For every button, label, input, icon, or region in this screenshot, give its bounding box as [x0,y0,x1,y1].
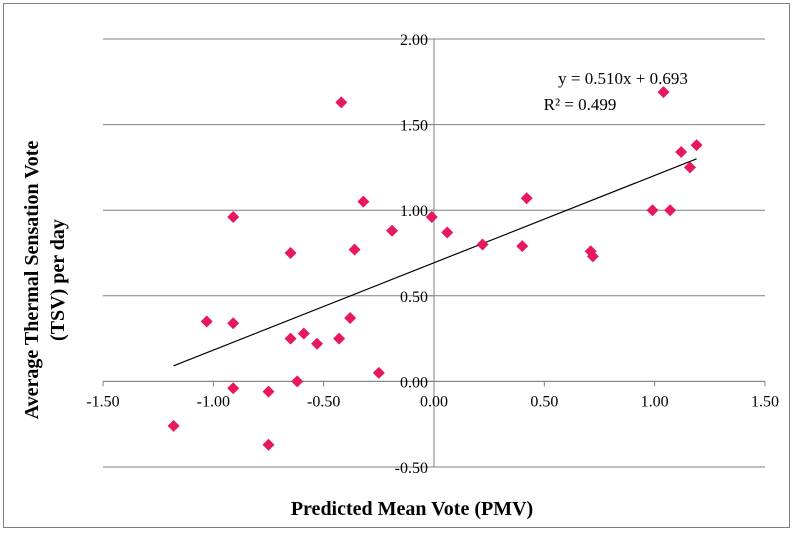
data-point [200,315,213,328]
data-point [690,139,703,152]
data-point [520,192,533,205]
x-tick-label: 1.50 [751,393,779,410]
axes [102,38,766,468]
data-point [262,385,275,398]
data-point [425,211,438,224]
data-point [333,332,346,345]
x-tick-labels: -1.50 -1.00 -0.50 0.00 0.50 1.00 1.50 [86,393,779,410]
data-point [344,312,357,325]
y-tick-labels: -0.50 0.00 0.50 1.00 1.50 2.00 [395,32,428,477]
data-point [227,317,240,330]
data-point [335,96,348,109]
x-tick-label: 0.00 [420,393,448,410]
data-point [291,375,304,388]
y-tick-label: 1.50 [400,118,428,135]
y-axis-label-line1: Average Thermal Sensation Vote [21,141,43,420]
data-point [516,240,529,253]
data-point [357,195,370,208]
x-tick-label: -1.00 [197,393,230,410]
data-point [646,204,659,217]
data-point [167,419,180,432]
data-point [657,86,670,99]
trendline-group [173,158,697,367]
x-tick-label: 1.00 [641,393,669,410]
data-point [386,224,399,237]
data-point [441,226,454,239]
data-point [586,250,599,263]
data-point [311,337,324,350]
r-squared-label: R² = 0.499 [544,95,617,114]
chart-frame [3,3,790,528]
trendline-equation: y = 0.510x + 0.693 [558,69,688,88]
data-point [348,243,361,256]
x-tick-label: 0.50 [530,393,558,410]
y-tick-label: 2.00 [400,32,428,49]
y-tick-label: 1.00 [400,203,428,220]
data-point [262,438,275,451]
data-point [675,145,688,158]
x-tick-label: -0.50 [307,393,340,410]
data-points [167,86,703,451]
data-point [297,327,310,340]
data-point [227,382,240,395]
y-tick-label: 0.50 [400,289,428,306]
x-axis-label: Predicted Mean Vote (PMV) [291,498,533,520]
data-point [227,211,240,224]
y-tick-label: 0.00 [400,374,428,391]
data-point [284,332,297,345]
data-point [664,204,677,217]
trendline [173,158,697,367]
y-axis-label-line2: (TSV) per day [47,219,69,341]
y-tick-label: -0.50 [395,460,428,477]
data-point [284,247,297,259]
data-point [683,161,696,174]
data-point [372,366,385,379]
data-point [476,238,489,251]
x-tick-label: -1.50 [86,393,119,410]
